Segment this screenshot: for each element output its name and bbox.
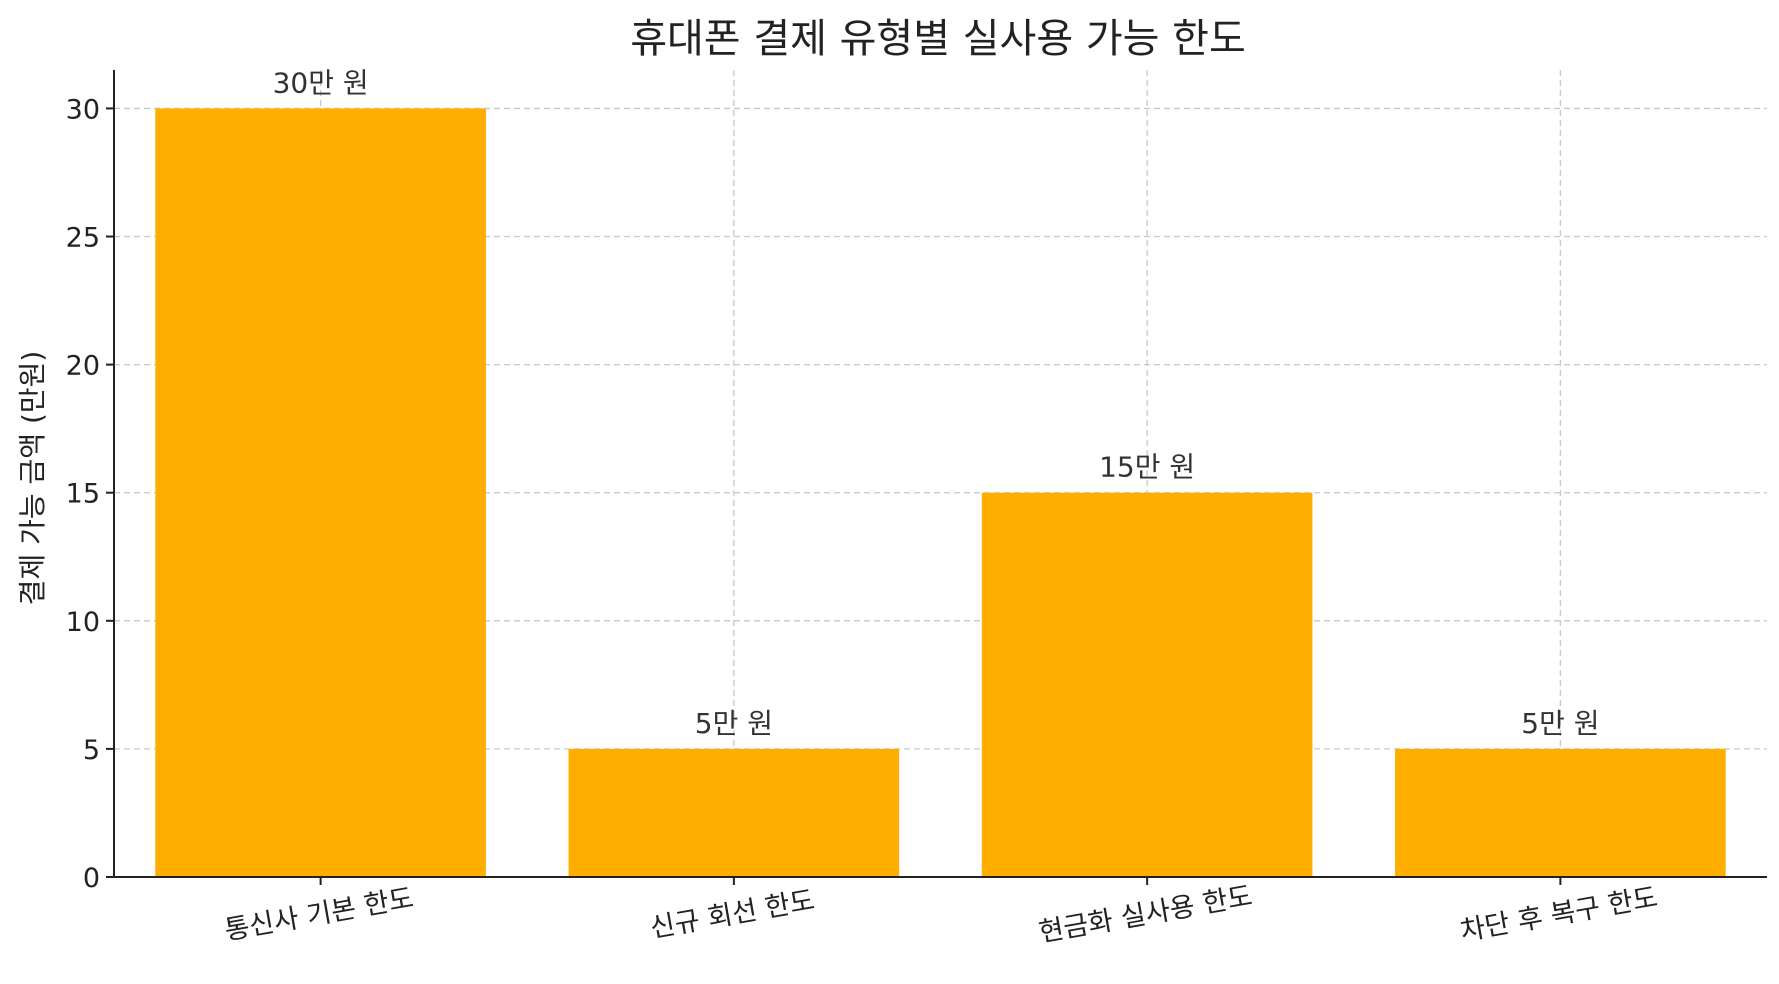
bar [155,108,486,877]
bar-data-label: 30만 원 [273,66,369,99]
y-tick-label: 5 [83,735,100,766]
bar-data-label: 5만 원 [1521,707,1599,740]
chart-title: 휴대폰 결제 유형별 실사용 가능 한도 [630,16,1246,62]
bar-data-label: 5만 원 [695,707,773,740]
bar [981,492,1313,877]
axes [106,70,1767,885]
y-axis-label: 결제 가능 금액 (만원) [16,351,49,606]
x-tick-label: 통신사 기본 한도 [222,883,416,947]
x-tick-label: 차단 후 복구 한도 [1458,882,1660,947]
y-tick-label: 0 [83,863,100,894]
y-tick-label: 20 [66,351,100,382]
x-tick-label: 신규 회선 한도 [648,885,817,944]
y-tick-label: 30 [66,94,100,125]
y-tick-label: 25 [66,223,100,254]
bars [155,108,1726,877]
bar [1395,748,1726,877]
bar-data-label: 15만 원 [1099,451,1195,484]
y-tick-label: 10 [66,607,100,638]
y-tick-label: 15 [66,479,100,510]
bar [568,748,900,877]
x-tick-label: 현금화 실사용 한도 [1037,881,1255,949]
